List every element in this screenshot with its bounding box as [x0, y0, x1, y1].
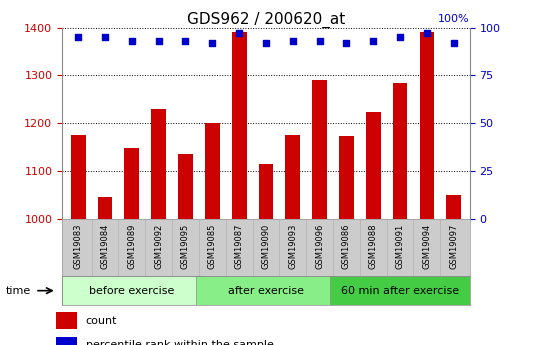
Text: GSM19096: GSM19096 [315, 224, 324, 269]
Bar [71, 135, 85, 219]
Bar [62, 276, 201, 305]
Text: percentile rank within the sample: percentile rank within the sample [86, 341, 274, 345]
Point [154, 38, 163, 44]
Title: GDS962 / 200620_at: GDS962 / 200620_at [187, 11, 345, 28]
Text: GSM19088: GSM19088 [369, 224, 378, 269]
Text: 60 min after exercise: 60 min after exercise [341, 286, 459, 296]
Point [100, 34, 109, 40]
Bar [178, 155, 193, 219]
Bar [447, 195, 461, 219]
Point [235, 31, 244, 36]
Bar [420, 32, 434, 219]
Bar [196, 276, 336, 305]
Text: GSM19093: GSM19093 [288, 224, 298, 269]
Text: GSM19087: GSM19087 [234, 224, 244, 269]
Text: GSM19092: GSM19092 [154, 224, 163, 269]
Point [315, 38, 324, 44]
Text: GSM19084: GSM19084 [100, 224, 110, 269]
Text: GSM19097: GSM19097 [449, 224, 458, 269]
Bar [232, 32, 246, 219]
Bar [339, 136, 354, 219]
Text: GSM19089: GSM19089 [127, 224, 136, 269]
Bar [312, 80, 327, 219]
Text: GSM19091: GSM19091 [396, 224, 404, 269]
Bar [56, 312, 77, 329]
Text: GSM19095: GSM19095 [181, 224, 190, 269]
Point [288, 38, 297, 44]
Bar [259, 164, 273, 219]
Bar [205, 123, 220, 219]
Point [181, 38, 190, 44]
Point [449, 40, 458, 46]
Point [369, 38, 377, 44]
Text: GSM19086: GSM19086 [342, 224, 351, 269]
Point [208, 40, 217, 46]
Text: time: time [5, 286, 31, 296]
Text: before exercise: before exercise [89, 286, 174, 296]
Point [261, 40, 270, 46]
Bar [366, 112, 381, 219]
Point [127, 38, 136, 44]
Bar [124, 148, 139, 219]
Bar [98, 197, 112, 219]
Point [423, 31, 431, 36]
Point [342, 40, 351, 46]
Point [74, 34, 83, 40]
Text: GSM19090: GSM19090 [261, 224, 271, 269]
Bar [286, 135, 300, 219]
Text: after exercise: after exercise [228, 286, 304, 296]
Bar [393, 83, 408, 219]
Point [396, 34, 404, 40]
Bar [56, 337, 77, 345]
Text: GSM19094: GSM19094 [422, 224, 431, 269]
Text: 100%: 100% [438, 14, 470, 24]
Text: count: count [86, 316, 117, 325]
Bar [330, 276, 470, 305]
Text: GSM19083: GSM19083 [73, 224, 83, 269]
Bar [151, 109, 166, 219]
Text: GSM19085: GSM19085 [208, 224, 217, 269]
